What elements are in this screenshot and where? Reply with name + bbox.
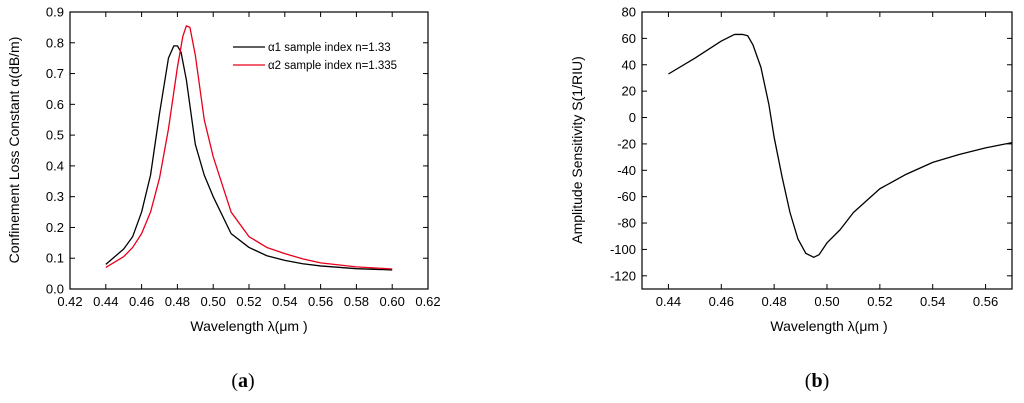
chart-a-x-tick-label: 0.46	[129, 294, 154, 309]
chart-b-y-tick-label: -40	[617, 163, 636, 178]
chart-a-x-tick-label: 0.48	[165, 294, 190, 309]
chart-b-y-tick-label: 60	[622, 31, 636, 46]
chart-b-x-tick-label: 0.50	[814, 294, 839, 309]
chart-a-y-tick-label: 0.3	[46, 189, 64, 204]
chart-a-x-tick-label: 0.62	[415, 294, 440, 309]
chart-b-y-tick-label: -20	[617, 136, 636, 151]
chart-b-frame	[641, 11, 1013, 290]
chart-a-series	[105, 25, 393, 271]
chart-a-legend: α1 sample index n=1.33 α2 sample index n…	[233, 42, 397, 72]
legend-label-alpha2: α2 sample index n=1.335	[268, 60, 397, 72]
chart-a-y-tick-label: 0.2	[46, 220, 64, 235]
chart-b-x-tick-label: 0.44	[656, 294, 681, 309]
chart-a-x-tick-label: 0.44	[93, 294, 118, 309]
chart-a-caption: (a)	[231, 370, 254, 392]
chart-a-x-tick-label: 0.60	[380, 294, 405, 309]
chart-a-x-tick-label: 0.58	[344, 294, 369, 309]
chart-a-x-tick-label: 0.52	[236, 294, 261, 309]
chart-a-x-tick-label: 0.50	[201, 294, 226, 309]
chart-a-series-line-2	[105, 25, 393, 270]
chart-a-y-axis-title: Confinement Loss Constant α(dB/m)	[6, 37, 22, 264]
chart-b-series-line-1	[668, 33, 1013, 258]
chart-a-x-tick-label: 0.54	[272, 294, 297, 309]
chart-b-x-axis-title: Wavelength λ(μm )	[770, 318, 887, 334]
chart-b-y-tick-label: 80	[622, 5, 636, 20]
chart-b-y-tick-label: -100	[610, 242, 636, 257]
chart-a-x-tick-label: 0.56	[308, 294, 333, 309]
chart-a-y-tick-label: 0.4	[46, 158, 64, 173]
chart-b-y-tick-label: 20	[622, 84, 636, 99]
chart-a-y-tick-label: 0.5	[46, 128, 64, 143]
chart-a-y-tick-label: 0.8	[46, 35, 64, 50]
chart-a-y-tick-label: 0.6	[46, 97, 64, 112]
legend-label-alpha1: α1 sample index n=1.33	[268, 42, 391, 54]
chart-a-y-tick-label: 0.1	[46, 251, 64, 266]
chart-b-x-tick-label: 0.54	[920, 294, 945, 309]
chart-a-x-axis-title: Wavelength λ(μm )	[190, 318, 307, 334]
chart-b-y-tick-label: -120	[610, 268, 636, 283]
chart-a-y-tick-label: 0.7	[46, 66, 64, 81]
chart-b-y-tick-label: -60	[617, 189, 636, 204]
chart-a-x-tick-label: 0.42	[57, 294, 82, 309]
chart-b-y-tick-label: -80	[617, 216, 636, 231]
chart-b-x-tick-label: 0.46	[709, 294, 734, 309]
chart-a-y-tick-label: 0.0	[46, 282, 64, 297]
chart-a: 0.42 0.44 0.46 0.48 0.50 0.52 0.54 0.56 0.58 0.60…	[6, 5, 441, 393]
chart-b: 0.44 0.46 0.48 0.50 0.52 0.54 0.56 80 60 40 20 0 -20…	[569, 5, 1013, 392]
chart-b-series	[668, 33, 1013, 258]
chart-a-y-tick-label: 0.9	[46, 5, 64, 20]
chart-b-x-tick-label: 0.48	[761, 294, 786, 309]
chart-b-y-tick-label: 40	[622, 57, 636, 72]
chart-b-y-axis-title: Amplitude Sensitivity S(1/RIU)	[569, 56, 585, 244]
chart-b-x-tick-label: 0.52	[867, 294, 892, 309]
chart-b-x-tick-label: 0.56	[973, 294, 998, 309]
chart-b-ticks: 0.44 0.46 0.48 0.50 0.52 0.54 0.56 80 60 40 20 0 -20…	[610, 5, 1012, 309]
chart-b-caption: (b)	[805, 370, 829, 392]
chart-a-ticks: 0.42 0.44 0.46 0.48 0.50 0.52 0.54 0.56 0.58 0.60…	[46, 5, 441, 310]
chart-b-y-tick-label: 0	[629, 110, 636, 125]
chart-a-series-line-1	[105, 45, 393, 271]
